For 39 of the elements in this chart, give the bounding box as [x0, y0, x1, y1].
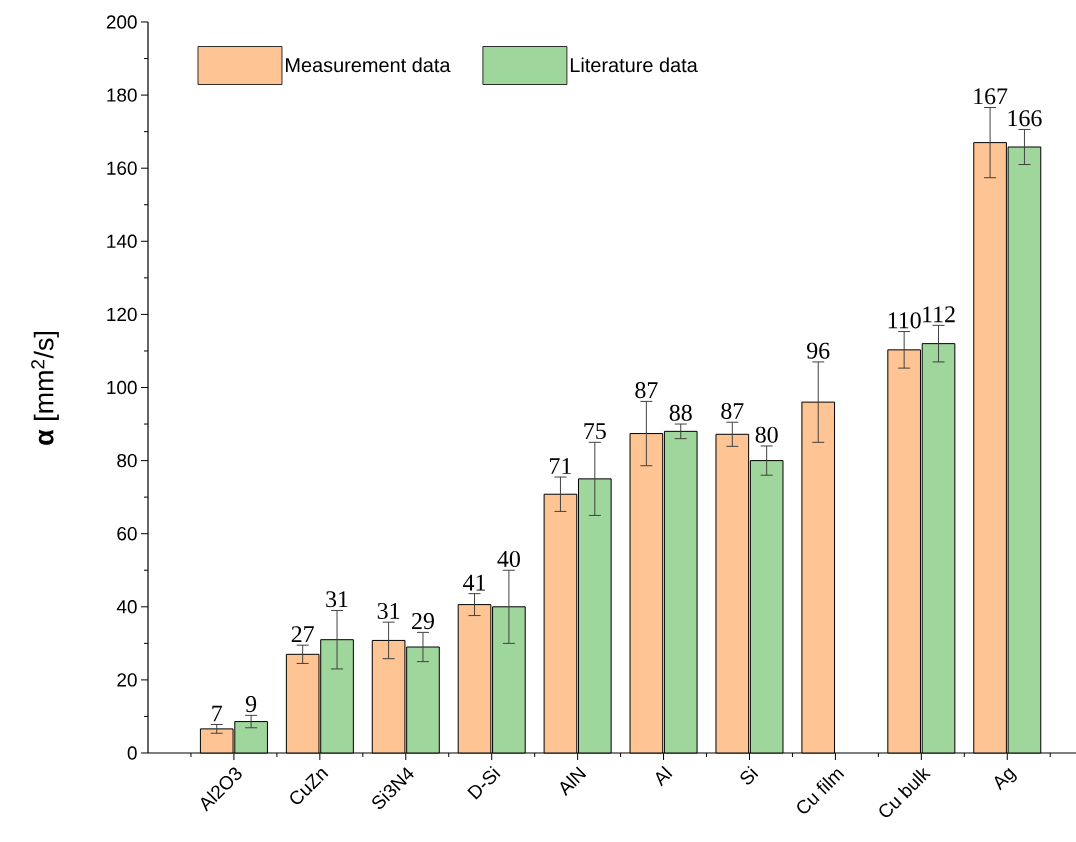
- data-label: 166: [1008, 110, 1042, 127]
- x-tick-label: Ag: [994, 767, 1017, 791]
- data-label: 75: [584, 423, 606, 440]
- x-tick-label: Cu film: [797, 769, 845, 814]
- data-label: 88: [669, 404, 692, 421]
- data-label: 71: [550, 458, 571, 474]
- y-tick-label: 0: [127, 746, 137, 760]
- data-label: 167: [974, 88, 1008, 105]
- y-tick-label: 160: [107, 161, 137, 175]
- data-label: 96: [807, 342, 830, 359]
- data-label: 80: [755, 426, 778, 443]
- data-label: 31: [377, 602, 400, 619]
- y-tick-label: 120: [107, 307, 137, 322]
- data-label: 112: [923, 306, 955, 323]
- y-tick-label: 60: [117, 527, 137, 541]
- x-tick-label: Al: [655, 765, 673, 787]
- y-tick-label: 180: [107, 88, 137, 102]
- data-label: 87: [635, 382, 658, 399]
- y-tick-label: 100: [107, 380, 137, 395]
- data-label: 9: [245, 696, 257, 713]
- data-label: 29: [412, 613, 434, 630]
- legend-label: Measurement data: [286, 57, 451, 73]
- y-tick-label: 200: [106, 15, 137, 29]
- legend-label: Literature data: [570, 57, 698, 73]
- y-tick-label: 20: [117, 673, 137, 687]
- data-label: 31: [326, 591, 348, 608]
- y-tick-label: 140: [107, 234, 137, 248]
- x-tick-label: Si: [740, 765, 759, 785]
- y-tick-label: 40: [116, 600, 137, 614]
- x-tick-label: Cu bulk: [879, 767, 932, 818]
- data-label: 87: [721, 402, 744, 420]
- data-label: 7: [212, 705, 223, 722]
- y-axis-title: α [mm$^{2}$/s]: [31, 332, 59, 445]
- data-label: 40: [497, 550, 520, 568]
- data-label: 27: [291, 626, 314, 642]
- data-label: 41: [463, 574, 486, 591]
- data-label: 110: [888, 312, 921, 329]
- y-tick-label: 80: [117, 453, 137, 468]
- x-tick-label: AlN: [560, 766, 587, 797]
